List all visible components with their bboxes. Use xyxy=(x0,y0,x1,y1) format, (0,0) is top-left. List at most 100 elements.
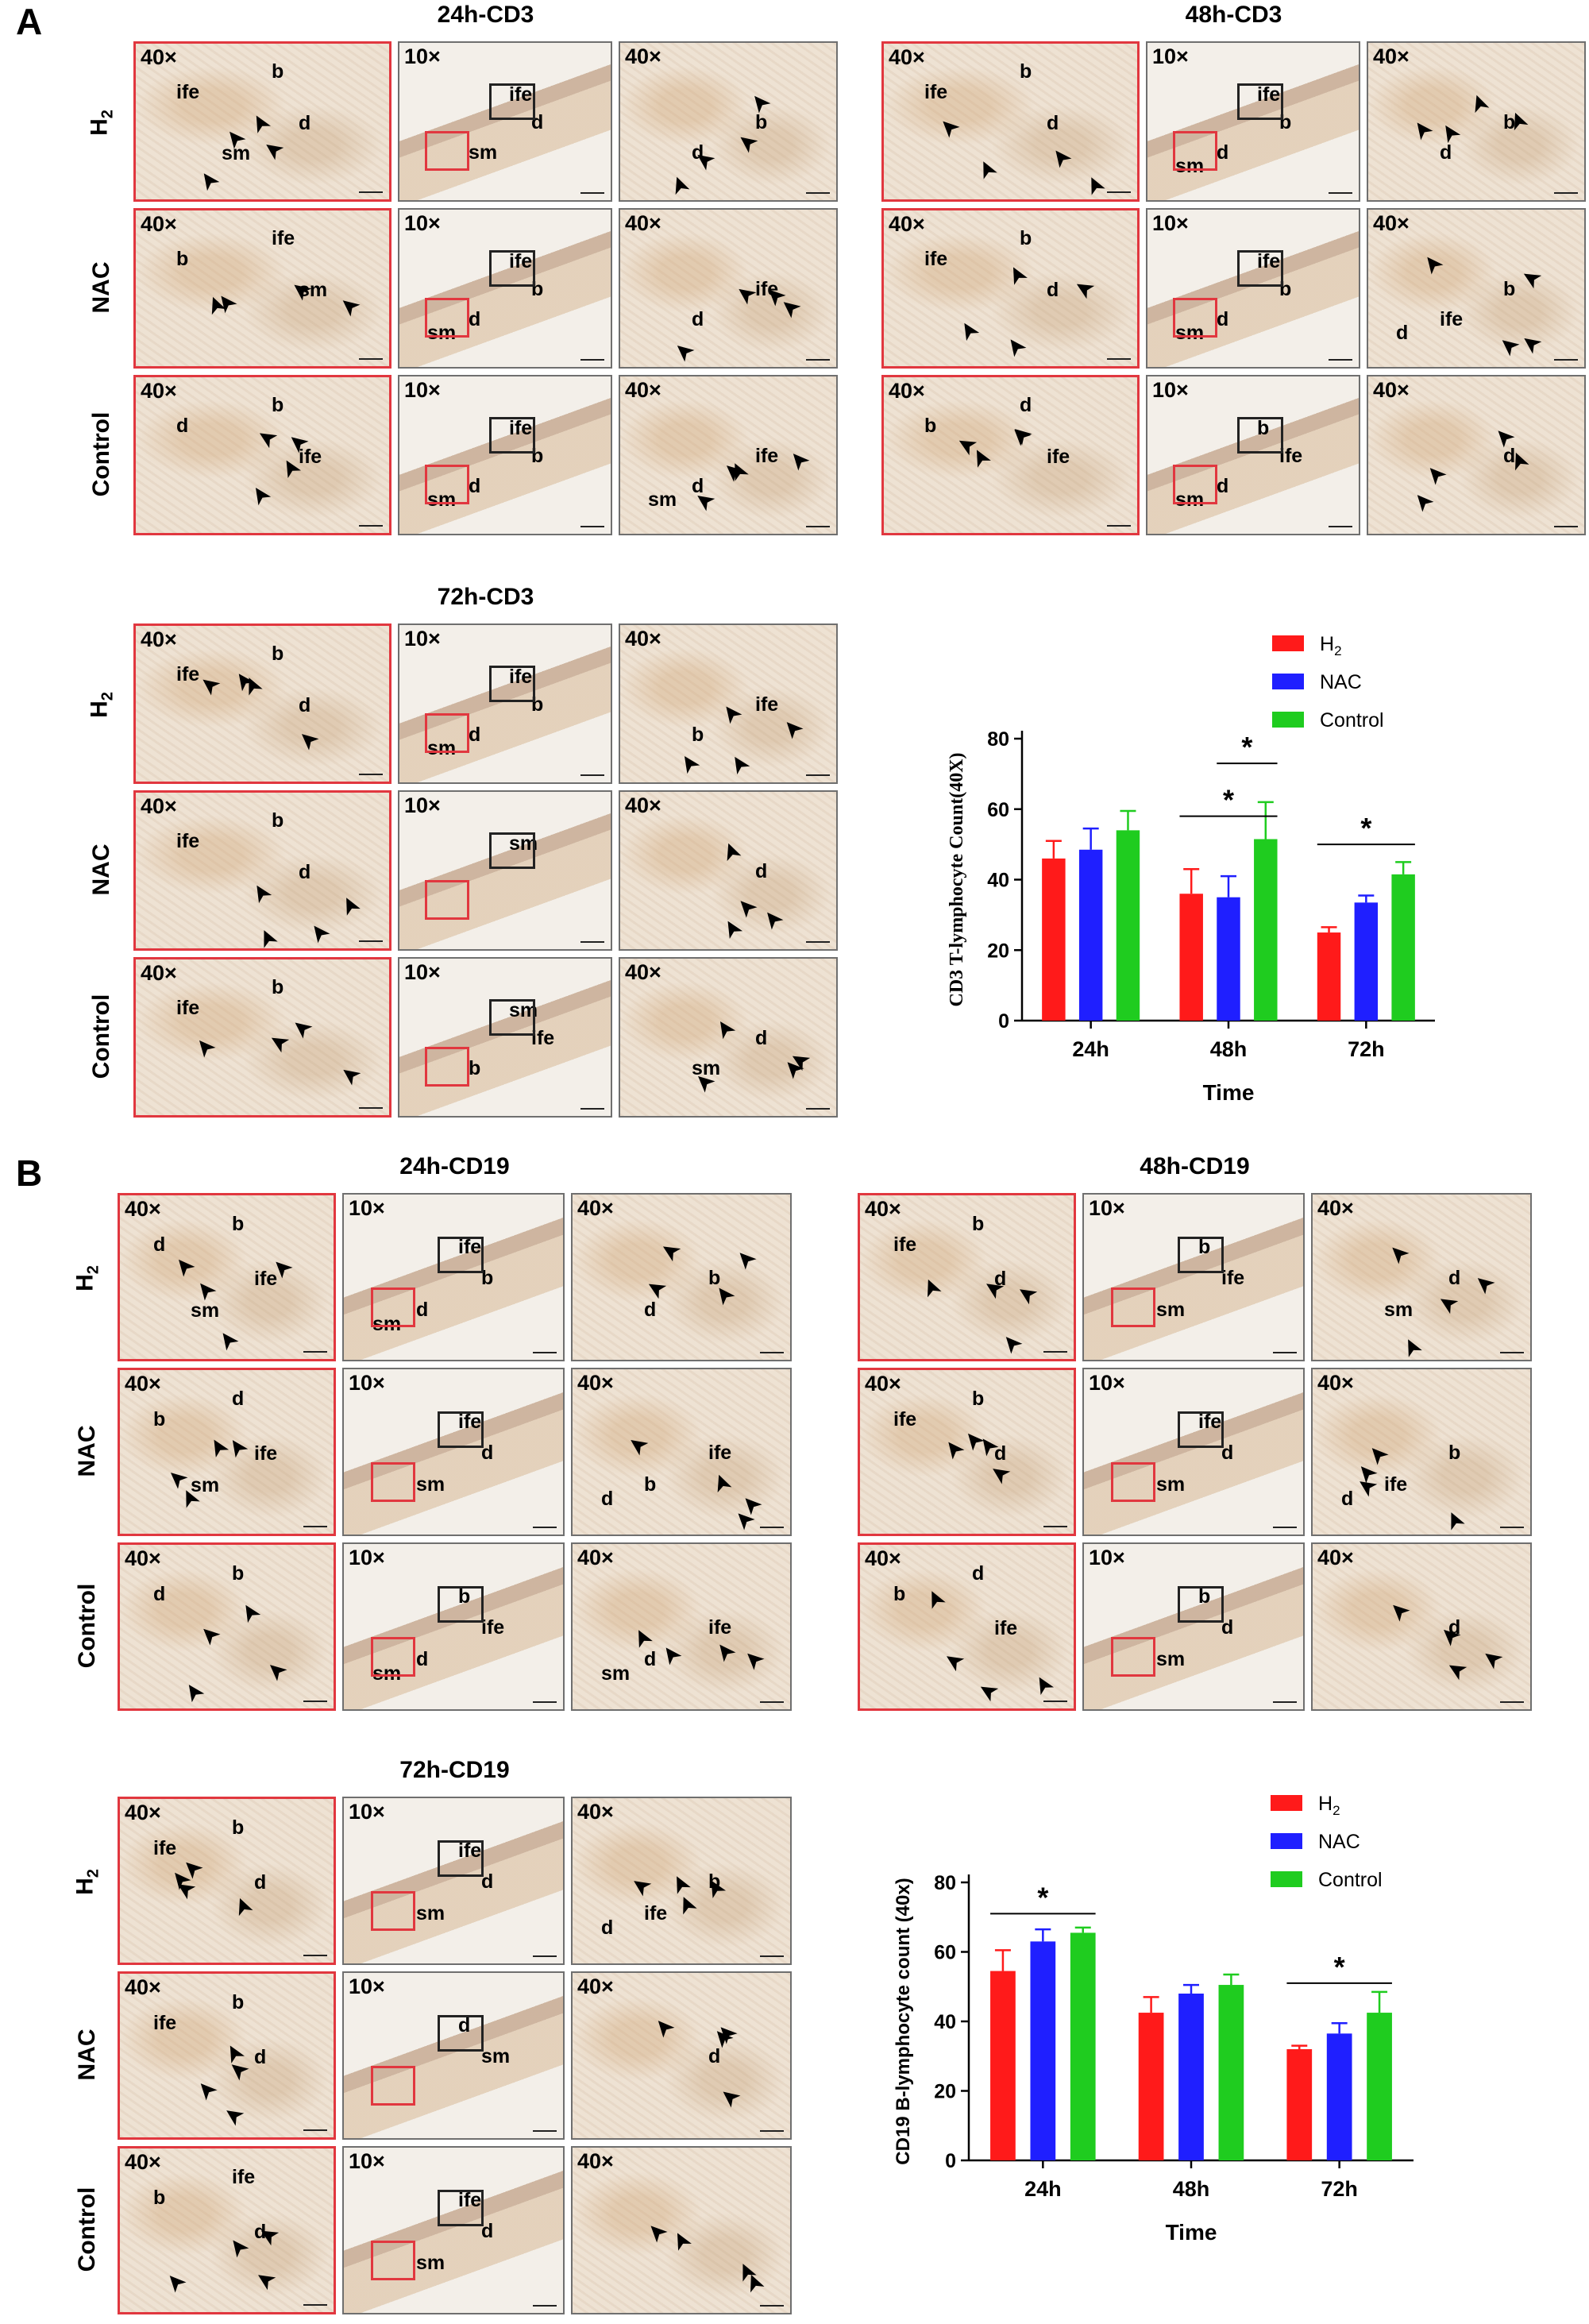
tissue-label-sm: sm xyxy=(372,1662,402,1685)
tissue-label-ife: ife xyxy=(708,1616,732,1639)
tissue-label-b: b xyxy=(481,1267,494,1289)
legend-swatch xyxy=(1271,1833,1302,1849)
arrow-icon: ➤ xyxy=(334,289,366,323)
scale-bar xyxy=(1107,525,1131,527)
row-label-text: Control xyxy=(88,411,114,497)
arrow-icon: ➤ xyxy=(714,2080,746,2114)
scale-bar xyxy=(359,1107,383,1109)
tissue-label-ife: ife xyxy=(893,1233,917,1256)
micrograph-tile: 10× ife d sm xyxy=(342,1797,565,1965)
scale-bar xyxy=(359,774,383,775)
arrow-icon: ➤ xyxy=(1464,89,1495,118)
inset-box-black xyxy=(489,250,535,287)
scale-bar xyxy=(1107,358,1131,360)
row-label: NAC xyxy=(74,1372,101,1531)
bar xyxy=(1217,897,1240,1021)
tissue-label-ife: ife xyxy=(232,2166,256,2188)
tissue-label-sm: sm xyxy=(222,142,251,164)
micrograph-tile: 10× ife d sm xyxy=(1082,1368,1305,1536)
arrow-icon: ➤ xyxy=(1433,1619,1467,1653)
tissue-label-d: d xyxy=(708,2045,721,2067)
inset-box-red xyxy=(371,2066,415,2106)
row-label-text: NAC xyxy=(74,1425,100,1477)
arrow-icon: ➤ xyxy=(244,479,277,511)
y-tick-label: 60 xyxy=(987,799,1009,821)
arrow-icon: ➤ xyxy=(973,1674,1004,1708)
tissue-label-sm: sm xyxy=(481,2045,511,2067)
y-tick-label: 0 xyxy=(998,1010,1009,1033)
micrograph-tile: 40× ife b ➤ ➤ ➤ ➤ xyxy=(133,957,391,1118)
bar xyxy=(1078,849,1103,1021)
tissue-label-d: d xyxy=(153,1233,166,1256)
row-label-text: Control xyxy=(74,2187,100,2272)
scale-bar xyxy=(806,941,830,943)
tissue-label-b: b xyxy=(469,1057,481,1079)
tissue-label-ife: ife xyxy=(176,81,200,103)
tissue-label-d: d xyxy=(416,1648,429,1670)
tissue-label-d: d xyxy=(458,2014,471,2036)
micrograph-tile: 10× ife b d sm xyxy=(398,375,612,535)
bar xyxy=(1179,894,1203,1021)
row-label: Control xyxy=(74,1546,101,1705)
tissue-label-d: d xyxy=(1047,112,1059,134)
tissue-label-ife: ife xyxy=(254,1442,278,1465)
tissue-label-b: b xyxy=(1198,1236,1211,1258)
arrow-icon: ➤ xyxy=(776,712,809,745)
inset-box-black xyxy=(489,999,535,1036)
tissue-label-d: d xyxy=(644,1299,657,1321)
tissue-label-b: b xyxy=(232,1816,245,1839)
micrograph-tile: 40× b ife d ➤ ➤ ➤ ➤ xyxy=(118,2146,336,2314)
significance-star: * xyxy=(1241,731,1252,763)
magnification-label: 40× xyxy=(125,2150,161,2174)
arrow-icon: ➤ xyxy=(334,890,367,921)
micrograph-tile: 40× ➤ ➤ ➤ ➤ xyxy=(571,2146,792,2314)
legend-swatch xyxy=(1271,1795,1302,1811)
tissue-label-ife: ife xyxy=(755,278,779,300)
arrow-icon: ➤ xyxy=(190,2073,223,2106)
inset-box-red xyxy=(425,713,469,753)
arrow-icon: ➤ xyxy=(194,668,226,702)
tissue-label-sm: sm xyxy=(1175,155,1205,177)
inset-box-black xyxy=(1237,417,1283,454)
magnification-label: 40× xyxy=(1373,378,1410,402)
arrow-icon: ➤ xyxy=(1438,1505,1471,1535)
bar xyxy=(990,1971,1016,2160)
tissue-label-ife: ife xyxy=(153,2012,177,2034)
magnification-label: 40× xyxy=(577,1975,614,1998)
arrow-icon: ➤ xyxy=(291,723,325,757)
bar xyxy=(1286,2049,1313,2160)
tissue-label-d: d xyxy=(601,1488,614,1510)
tissue-label-d: d xyxy=(755,1027,768,1049)
tissue-label-ife: ife xyxy=(176,663,200,685)
row-label-text: Control xyxy=(88,994,114,1079)
micrograph-tile: 10× sm xyxy=(398,790,612,951)
bar xyxy=(1042,858,1066,1021)
inset-box-black xyxy=(1237,250,1283,287)
micrograph-tile: 10× sm ife b xyxy=(398,957,612,1118)
inset-box-red xyxy=(1111,1462,1155,1502)
bar xyxy=(1138,2013,1164,2160)
tissue-label-b: b xyxy=(972,1213,985,1235)
arrow-icon: ➤ xyxy=(1441,1653,1472,1687)
scale-bar xyxy=(359,940,383,942)
tissue-label-b: b xyxy=(1257,417,1270,439)
y-tick-label: 40 xyxy=(987,870,1009,892)
inset-box-red xyxy=(1111,1637,1155,1677)
tissue-label-ife: ife xyxy=(755,693,779,716)
arrow-icon: ➤ xyxy=(625,1869,657,1903)
row-label: Control xyxy=(88,957,115,1116)
panel-letter-A: A xyxy=(16,1,43,42)
tissue-label-sm: sm xyxy=(692,1057,721,1079)
arrow-icon: ➤ xyxy=(708,1013,742,1044)
arrow-icon: ➤ xyxy=(916,1273,948,1303)
tissue-label-b: b xyxy=(893,1583,906,1605)
bar xyxy=(1354,902,1379,1021)
legend-label: Control xyxy=(1320,709,1384,732)
micrograph-tile: 40× ife d sm ➤ ➤ ➤ ➤ xyxy=(571,1542,792,1711)
tissue-label-ife: ife xyxy=(893,1408,917,1430)
scale-bar xyxy=(1043,1351,1067,1353)
magnification-label: 10× xyxy=(349,1196,385,1220)
arrow-icon: ➤ xyxy=(1069,272,1100,306)
arrow-icon: ➤ xyxy=(1468,1267,1501,1301)
magnification-label: 40× xyxy=(125,1197,161,1221)
